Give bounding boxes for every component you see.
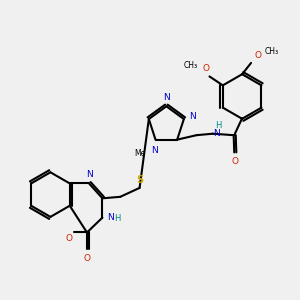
Text: CH₃: CH₃ [184, 61, 198, 70]
Text: Me: Me [134, 149, 145, 158]
Text: N: N [86, 170, 92, 179]
Text: O: O [66, 234, 73, 243]
Text: N: N [213, 129, 220, 138]
Text: S: S [136, 175, 144, 185]
Text: O: O [254, 51, 261, 60]
Text: N: N [163, 93, 170, 102]
Text: N: N [107, 213, 114, 222]
Text: H: H [114, 214, 120, 223]
Text: H: H [215, 121, 222, 130]
Text: O: O [83, 254, 91, 263]
Text: O: O [202, 64, 209, 73]
Text: N: N [151, 146, 158, 154]
Text: N: N [189, 112, 196, 121]
Text: CH₃: CH₃ [264, 47, 279, 56]
Text: O: O [232, 157, 238, 166]
